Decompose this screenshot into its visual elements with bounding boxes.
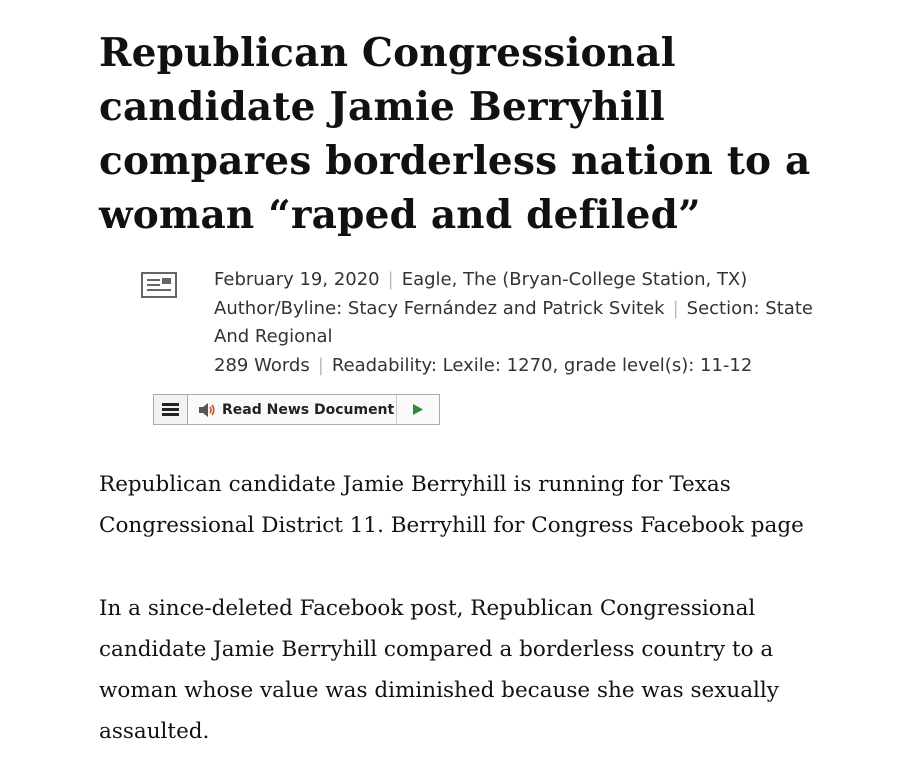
article-byline: Author/Byline: Stacy Fernández and Patri… (214, 298, 665, 319)
menu-icon (162, 403, 179, 416)
article-section: Section: State And Regional (214, 298, 813, 347)
read-news-document-player: Read News Document (153, 394, 440, 425)
speaker-icon (198, 402, 216, 418)
meta-separator: | (672, 298, 679, 319)
read-news-document-button[interactable]: Read News Document (188, 395, 397, 424)
article-headline: Republican Congressional candidate Jamie… (99, 30, 811, 238)
play-button[interactable] (397, 395, 439, 424)
play-icon (413, 404, 423, 415)
meta-separator: | (317, 355, 324, 376)
article-metadata: February 19, 2020 | Eagle, The (Bryan-Coll… (214, 266, 834, 380)
article-paragraph: Republican candidate Jamie Berryhill is … (99, 472, 804, 538)
read-news-document-label: Read News Document (222, 401, 395, 418)
article-word-count: 289 Words (214, 355, 310, 376)
reader-menu-button[interactable] (154, 395, 188, 424)
article-paragraph: In a since-deleted Facebook post, Republ… (99, 596, 779, 744)
meta-separator: | (387, 269, 394, 290)
article-readability: Readability: Lexile: 1270, grade level(s… (331, 355, 753, 376)
article-date: February 19, 2020 (214, 269, 380, 290)
newspaper-icon (141, 272, 177, 298)
article-source: Eagle, The (Bryan-College Station, TX) (401, 269, 748, 290)
